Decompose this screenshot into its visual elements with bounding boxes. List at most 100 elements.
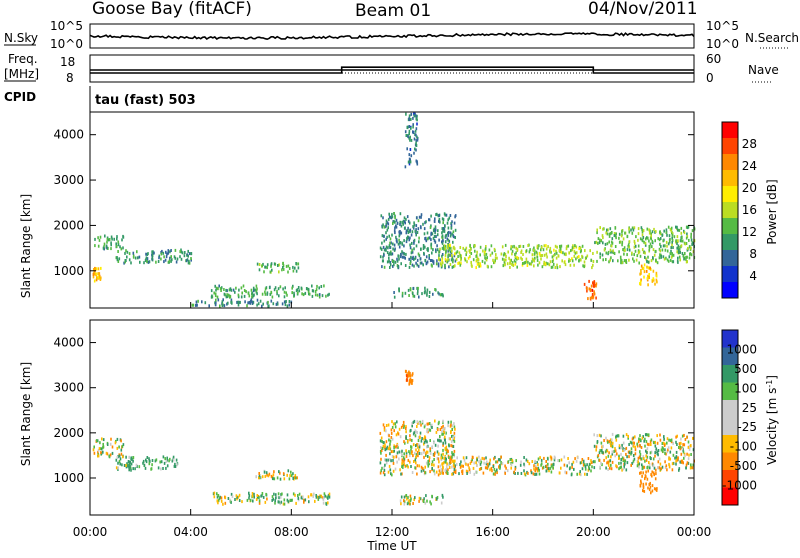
echo-cell	[390, 216, 393, 220]
echo-cell	[151, 459, 154, 462]
echo-cell	[535, 466, 537, 470]
echo-cell	[576, 255, 579, 259]
echo-cell	[381, 241, 383, 245]
echo-cell	[255, 289, 258, 293]
echo-cell	[588, 465, 590, 469]
echo-cell	[427, 462, 429, 466]
echo-cell	[391, 252, 394, 256]
echo-region	[379, 419, 456, 477]
echo-cell	[188, 252, 191, 256]
echo-cell	[290, 474, 293, 478]
echo-cell	[533, 258, 535, 262]
echo-cell	[535, 464, 537, 468]
echo-cell	[662, 449, 664, 453]
echo-cell	[408, 499, 410, 503]
echo-cell	[553, 248, 555, 252]
echo-cell	[514, 262, 517, 266]
echo-cell	[418, 496, 421, 500]
echo-cell	[586, 254, 589, 258]
echo-cell	[390, 450, 393, 454]
echo-cell	[639, 438, 642, 442]
echo-cell	[568, 259, 570, 263]
echo-cell	[328, 495, 331, 499]
echo-cell	[644, 255, 646, 259]
echo-cell	[114, 441, 117, 445]
echo-cell	[692, 250, 695, 254]
echo-cell	[415, 444, 417, 448]
echo-cell	[655, 230, 657, 234]
echo-region	[94, 234, 125, 251]
echo-cell	[278, 470, 280, 474]
echo-cell	[92, 275, 95, 279]
echo-cell	[527, 260, 529, 264]
echo-cell	[588, 287, 591, 291]
echo-cell	[415, 141, 417, 145]
echo-region	[399, 493, 444, 506]
echo-cell	[525, 257, 528, 261]
echo-cell	[132, 467, 134, 471]
echo-cell	[515, 459, 517, 463]
echo-cell	[562, 251, 564, 255]
echo-cell	[195, 303, 197, 307]
echo-cell	[452, 436, 454, 440]
echo-cell	[213, 495, 216, 499]
echo-cell	[637, 460, 639, 464]
echo-cell	[415, 228, 417, 232]
echo-cell	[292, 472, 294, 476]
echo-cell	[400, 231, 403, 235]
echo-cell	[419, 431, 422, 435]
echo-cell	[447, 420, 450, 424]
echo-cell	[444, 240, 447, 244]
echo-cell	[277, 500, 280, 504]
echo-cell	[458, 472, 460, 476]
echo-cell	[409, 228, 412, 232]
echo-cell	[592, 281, 594, 285]
echo-cell	[283, 290, 286, 294]
y-tick-label: 4000	[53, 128, 84, 142]
colorbar-swatch	[722, 154, 738, 171]
echo-cell	[125, 249, 127, 253]
echo-cell	[497, 458, 500, 462]
echo-cell	[389, 452, 391, 456]
echo-cell	[520, 256, 522, 260]
echo-cell	[130, 456, 133, 460]
echo-cell	[605, 436, 607, 440]
echo-cell	[388, 259, 390, 263]
power-y-axis-label: Slant Range [km]	[19, 194, 33, 298]
echo-cell	[657, 449, 660, 452]
echo-cell	[297, 262, 300, 266]
echo-cell	[678, 228, 681, 232]
echo-cell	[428, 254, 430, 257]
echo-cell	[150, 467, 152, 471]
echo-cell	[672, 253, 675, 257]
echo-cell	[611, 432, 614, 436]
echo-cell	[571, 259, 574, 263]
echo-cell	[261, 494, 263, 498]
echo-cell	[237, 300, 239, 304]
echo-cell	[641, 436, 644, 440]
echo-cell	[381, 234, 384, 238]
echo-cell	[314, 293, 317, 297]
echo-cell	[669, 457, 671, 461]
echo-cell	[631, 251, 633, 255]
echo-cell	[565, 245, 568, 249]
echo-cell	[611, 441, 614, 445]
echo-cell	[225, 295, 228, 299]
echo-cell	[591, 465, 593, 469]
echo-cell	[403, 463, 405, 466]
echo-cell	[633, 245, 636, 249]
echo-cell	[650, 259, 653, 263]
echo-cell	[401, 255, 404, 259]
echo-cell	[534, 473, 536, 476]
echo-cell	[403, 502, 406, 506]
echo-cell	[379, 246, 382, 250]
echo-cell	[545, 460, 547, 463]
echo-cell	[287, 500, 290, 504]
echo-cell	[401, 220, 403, 224]
echo-cell	[476, 262, 479, 266]
echo-cell	[417, 445, 419, 449]
echo-cell	[298, 492, 301, 496]
echo-cell	[406, 125, 409, 129]
echo-cell	[408, 160, 411, 164]
echo-cell	[537, 457, 540, 461]
